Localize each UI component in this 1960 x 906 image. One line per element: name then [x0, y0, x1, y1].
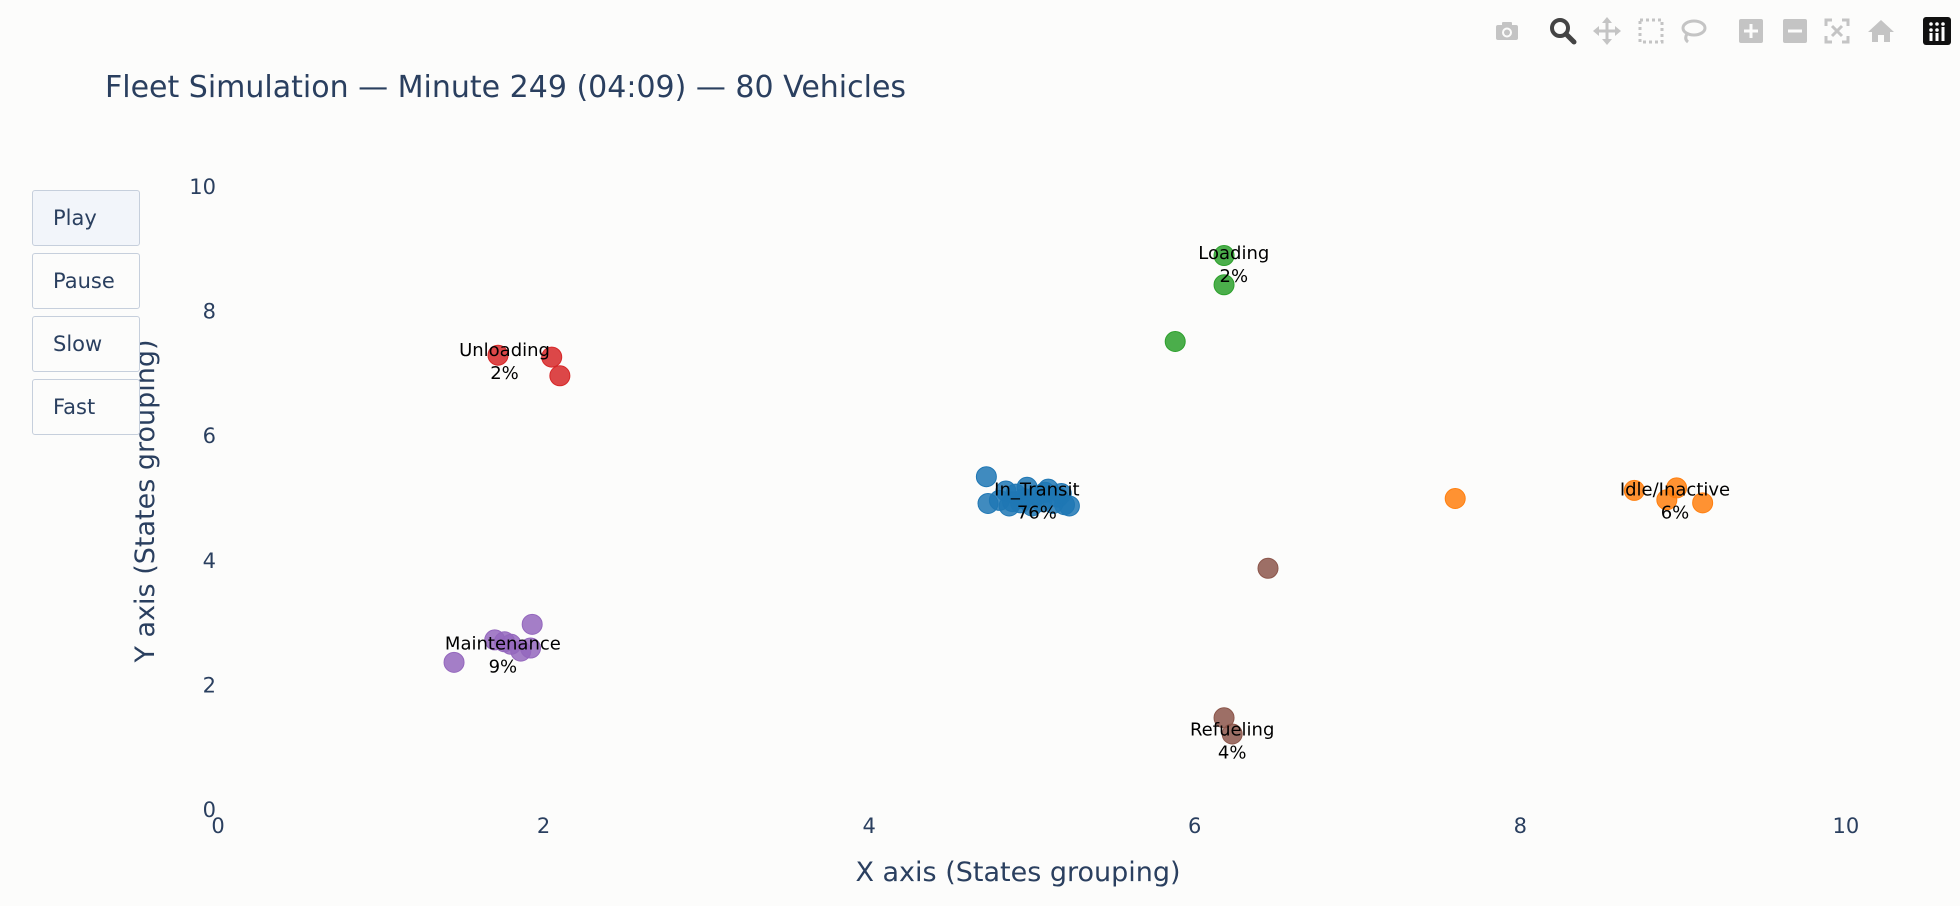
autoscale-icon[interactable] — [1820, 14, 1854, 48]
y-tick-label: 0 — [203, 798, 216, 822]
state-label-pct: 76% — [1017, 503, 1057, 524]
vehicle-point[interactable] — [494, 631, 516, 653]
state-label-pct: 9% — [489, 657, 518, 678]
vehicle-point[interactable] — [521, 613, 543, 635]
pan-icon[interactable] — [1590, 14, 1624, 48]
vehicle-point[interactable] — [1623, 479, 1645, 501]
state-labels: In_Transit76%Idle/Inactive6%Loading2%Unl… — [445, 243, 1730, 764]
vehicle-point[interactable] — [1666, 477, 1688, 499]
state-label-pct: 4% — [1218, 743, 1247, 764]
chart-title: Fleet Simulation — Minute 249 (04:09) — … — [105, 70, 906, 105]
state-label-name: Unloading — [459, 340, 550, 361]
plot-area[interactable] — [443, 245, 1714, 745]
vehicle-point[interactable] — [549, 365, 571, 387]
vehicle-point[interactable] — [1444, 488, 1466, 509]
x-tick-label: 4 — [862, 814, 875, 838]
x-tick-label: 10 — [1833, 814, 1860, 838]
vehicle-point[interactable] — [975, 466, 997, 488]
x-axis-title: X axis (States grouping) — [855, 857, 1180, 888]
plotly-logo-icon[interactable] — [1920, 14, 1954, 48]
vehicle-point[interactable] — [1221, 723, 1243, 745]
y-tick-label: 8 — [203, 300, 216, 324]
y-tick-label: 6 — [203, 424, 216, 448]
state-label-pct: 2% — [1220, 266, 1249, 287]
camera-icon[interactable] — [1490, 14, 1524, 48]
vehicle-point[interactable] — [1692, 492, 1714, 514]
pause-button[interactable]: Pause — [32, 253, 140, 309]
x-tick-label: 0 — [211, 814, 224, 838]
lasso-icon[interactable] — [1676, 14, 1710, 48]
vehicle-point[interactable] — [1001, 491, 1023, 513]
fast-button[interactable]: Fast — [32, 379, 140, 435]
zoom-out-icon[interactable] — [1778, 14, 1812, 48]
y-axis: 0 2 4 6 8 10 — [189, 175, 216, 822]
zoom-in-icon[interactable] — [1734, 14, 1768, 48]
y-tick-label: 4 — [203, 549, 216, 573]
state-label-name: Refueling — [1190, 720, 1274, 741]
state-label-pct: 2% — [490, 363, 519, 384]
state-label-name: Maintenance — [445, 634, 561, 655]
vehicle-point[interactable] — [520, 637, 542, 659]
zoom-icon[interactable] — [1546, 14, 1580, 48]
vehicle-point[interactable] — [1050, 483, 1072, 505]
state-label-name: Loading — [1198, 243, 1269, 264]
play-button[interactable]: Play — [32, 190, 140, 246]
modebar — [0, 14, 1960, 50]
vehicle-point[interactable] — [1257, 557, 1279, 579]
x-tick-label: 8 — [1514, 814, 1527, 838]
x-tick-label: 6 — [1188, 814, 1201, 838]
vehicle-point[interactable] — [443, 651, 465, 673]
x-axis: 0 2 4 6 8 10 — [211, 814, 1859, 838]
x-tick-label: 2 — [537, 814, 550, 838]
y-tick-label: 2 — [203, 673, 216, 697]
home-icon[interactable] — [1864, 14, 1898, 48]
box-select-icon[interactable] — [1634, 14, 1668, 48]
vehicle-point[interactable] — [541, 346, 563, 368]
state-label-pct: 6% — [1661, 503, 1690, 524]
state-label-name: Idle/Inactive — [1620, 480, 1730, 501]
state-label-name: In_Transit — [994, 480, 1079, 501]
vehicle-point[interactable] — [1213, 274, 1235, 296]
y-tick-label: 10 — [189, 175, 216, 199]
vehicle-point[interactable] — [1213, 245, 1235, 267]
vehicle-point[interactable] — [1164, 331, 1186, 353]
slow-button[interactable]: Slow — [32, 316, 140, 372]
vehicle-point[interactable] — [487, 344, 509, 366]
